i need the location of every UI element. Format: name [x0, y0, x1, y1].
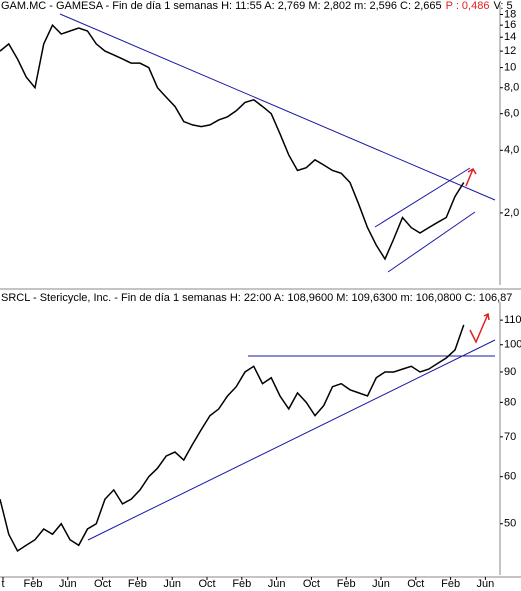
trend-line — [87, 339, 496, 541]
title-highlight: P : 0,486 — [446, 0, 490, 12]
y-tick-label: 80 — [504, 396, 516, 408]
trend-line — [59, 13, 496, 201]
y-tick-label: 90 — [504, 366, 516, 378]
x-tick-label: Jun — [268, 578, 286, 590]
y-tick-label: 14 — [504, 31, 516, 43]
y-tick-label: 100 — [504, 339, 521, 351]
y-tick-label: 2,0 — [504, 207, 519, 219]
y-tick-label: 50 — [504, 518, 516, 530]
y-tick-label: 110 — [504, 314, 521, 326]
y-tick-label: 12 — [504, 45, 516, 57]
x-tick-label: Feb — [128, 578, 147, 590]
x-tick-label: Feb — [337, 578, 356, 590]
y-tick-label: 6,0 — [504, 108, 519, 120]
x-tick-label: Jun — [372, 578, 390, 590]
title-tail: V: 5 — [493, 0, 512, 12]
panel-title: GAM.MC - GAMESA - Fin de día 1 semanas H… — [1, 0, 513, 12]
x-tick-label: t — [1, 578, 4, 590]
arrow — [465, 167, 477, 187]
price-line — [0, 324, 465, 553]
y-tick-label: 10 — [504, 61, 516, 73]
trend-line — [387, 211, 476, 273]
arrow — [469, 312, 490, 344]
title-text: GAM.MC - GAMESA - Fin de día 1 semanas H… — [1, 0, 442, 12]
y-tick-label: 8,0 — [504, 82, 519, 94]
x-tick-label: Feb — [441, 578, 460, 590]
y-tick-label: 16 — [504, 19, 516, 31]
y-tick-label: 60 — [504, 471, 516, 483]
trend-line — [374, 167, 471, 228]
panel-title: SRCL - Stericycle, Inc. - Fin de día 1 s… — [1, 292, 512, 304]
x-tick-label: Oct — [407, 578, 424, 590]
title-text: SRCL - Stericycle, Inc. - Fin de día 1 s… — [1, 292, 512, 304]
price-line — [0, 23, 465, 261]
x-tick-label: Jun — [477, 578, 495, 590]
x-tick-label: Oct — [94, 578, 111, 590]
x-tick-label: Jun — [163, 578, 181, 590]
x-tick-label: Oct — [303, 578, 320, 590]
y-tick-label: 70 — [504, 431, 516, 443]
x-tick-label: Feb — [232, 578, 251, 590]
x-tick-label: Feb — [24, 578, 43, 590]
y-tick-label: 18 — [504, 8, 516, 20]
x-tick-label: Jun — [59, 578, 77, 590]
y-tick-label: 4,0 — [504, 144, 519, 156]
x-tick-label: Oct — [198, 578, 215, 590]
